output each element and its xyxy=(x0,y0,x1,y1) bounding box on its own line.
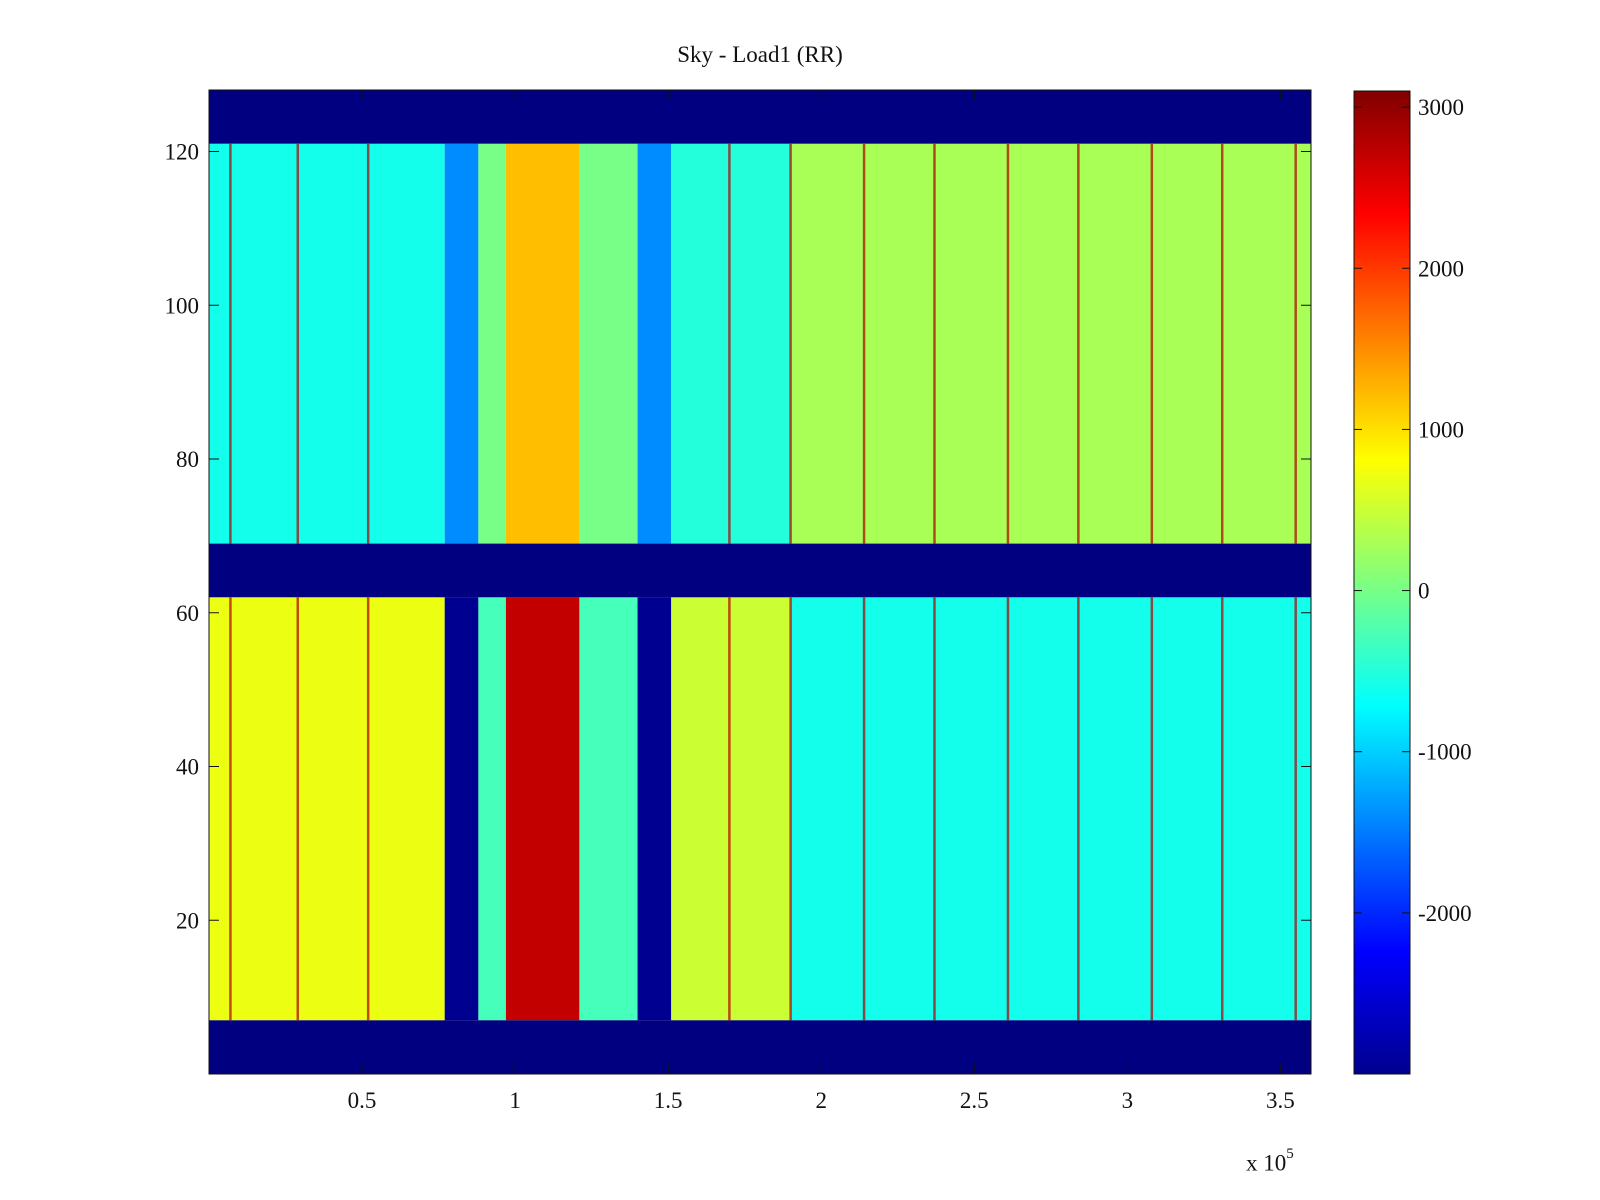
x-tick-label: 3 xyxy=(1122,1088,1134,1113)
x-tick-label: 2 xyxy=(815,1088,827,1113)
colorbar-tick-label: -1000 xyxy=(1418,740,1472,765)
masked-band xyxy=(209,1020,1311,1074)
chart-title: Sky - Load1 (RR) xyxy=(677,42,843,67)
y-tick-label: 120 xyxy=(165,140,200,165)
y-tick-label: 100 xyxy=(165,293,200,318)
y-axis: 20 40 60 80 100 120 xyxy=(165,140,1311,933)
colorbar xyxy=(1353,90,1411,1075)
x-tick-label: 0.5 xyxy=(348,1088,377,1113)
lower-block-cell xyxy=(478,597,506,1021)
heatmap-cells xyxy=(209,90,1311,1074)
colorbar-tick-label: 2000 xyxy=(1418,256,1464,281)
x-tick-label: 1 xyxy=(509,1088,521,1113)
upper-block-cell xyxy=(637,143,672,544)
upper-block-cell xyxy=(505,143,580,544)
x-scale-label: x 105 xyxy=(1246,1146,1294,1176)
upper-block-cell xyxy=(444,143,479,544)
y-tick-label: 80 xyxy=(176,447,199,472)
x-tick-label: 2.5 xyxy=(960,1088,989,1113)
colorbar-tick-label: 0 xyxy=(1418,579,1430,604)
y-tick-label: 60 xyxy=(176,601,199,626)
upper-block-cell xyxy=(579,143,638,544)
colorbar-axis: -2000 -1000 0 1000 2000 3000 xyxy=(1354,95,1472,926)
y-tick-label: 20 xyxy=(176,908,199,933)
plot-frame xyxy=(208,89,1312,1075)
x-tick-label: 1.5 xyxy=(654,1088,683,1113)
masked-band xyxy=(209,90,1311,144)
x-tick-label: 3.5 xyxy=(1266,1088,1295,1113)
lower-block-cell xyxy=(209,597,445,1021)
lower-block-cell xyxy=(637,597,672,1021)
lower-block-cell xyxy=(671,597,791,1021)
colorbar-tick-label: 1000 xyxy=(1418,417,1464,442)
y-tick-label: 40 xyxy=(176,755,199,780)
colorbar-tick-label: -2000 xyxy=(1418,901,1472,926)
upper-block-cell xyxy=(478,143,506,544)
lower-block-cell xyxy=(579,597,638,1021)
x-axis: 0.5 1 1.5 2 2.5 3 3.5 xyxy=(348,90,1295,1113)
masked-band xyxy=(209,543,1311,598)
lower-block-cell xyxy=(444,597,479,1021)
lower-block-cell xyxy=(505,597,580,1021)
upper-block-cell xyxy=(209,143,445,544)
lower-block-cell xyxy=(790,597,1311,1021)
colorbar-tick-label: 3000 xyxy=(1418,95,1464,120)
upper-block-cell xyxy=(790,143,1311,544)
upper-block-cell xyxy=(671,143,791,544)
